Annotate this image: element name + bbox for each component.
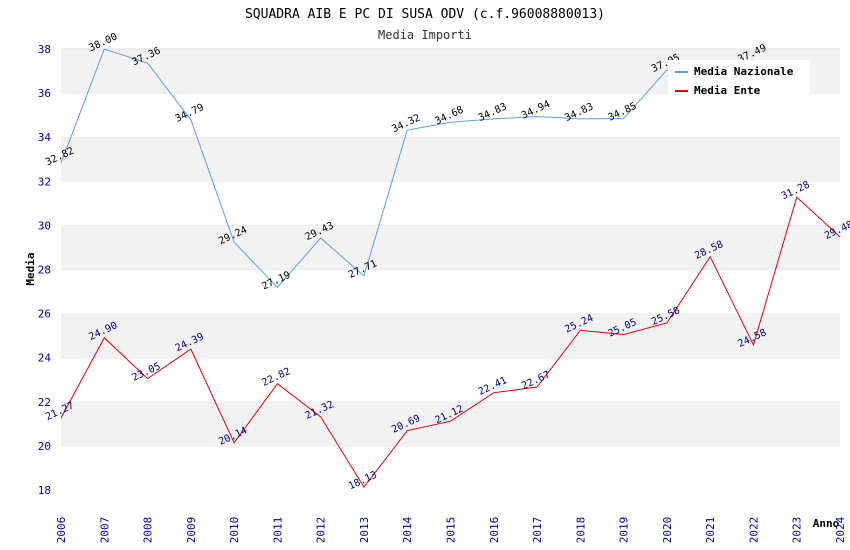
chart-subtitle: Media Importi <box>378 28 472 42</box>
x-tick-label: 2017 <box>531 517 544 544</box>
y-tick-label: 26 <box>38 308 51 321</box>
y-tick-label: 28 <box>38 264 51 277</box>
grid-band <box>61 181 840 226</box>
grid-band <box>61 225 840 270</box>
x-axis-ticks: 2006 2007 2008 2009 2010 2011 2012 2013 2014 2015… <box>55 516 847 543</box>
grid-band <box>61 93 840 138</box>
y-tick-label: 34 <box>38 131 52 144</box>
y-tick-label: 32 <box>38 175 51 188</box>
x-tick-label: 2015 <box>445 517 458 544</box>
y-tick-label: 38 <box>38 43 51 56</box>
grid-band <box>61 269 840 314</box>
x-tick-label: 2024 <box>834 516 847 543</box>
x-tick-label: 2019 <box>618 517 631 544</box>
y-tick-label: 36 <box>38 87 51 100</box>
legend-label-nazionale: Media Nazionale <box>694 65 794 78</box>
legend: Media Nazionale Media Ente <box>668 60 810 97</box>
grid-band <box>61 445 840 490</box>
x-axis-label: Anno <box>813 517 840 530</box>
x-tick-label: 2014 <box>401 516 414 543</box>
x-tick-label: 2010 <box>228 517 241 544</box>
x-tick-label: 2008 <box>142 517 155 544</box>
y-tick-label: 22 <box>38 396 51 409</box>
x-tick-label: 2007 <box>98 517 111 544</box>
chart-title: SQUADRA AIB E PC DI SUSA ODV (c.f.960088… <box>245 7 605 22</box>
x-tick-label: 2022 <box>747 517 760 544</box>
x-tick-label: 2006 <box>55 517 68 544</box>
x-tick-label: 2020 <box>661 517 674 544</box>
legend-label-ente: Media Ente <box>694 84 761 97</box>
x-tick-label: 2021 <box>704 517 717 544</box>
grid-band <box>61 401 840 446</box>
y-axis-ticks: 18 20 22 24 26 28 30 32 34 36 38 <box>38 43 52 497</box>
y-tick-label: 24 <box>38 352 52 365</box>
y-tick-label: 20 <box>38 440 51 453</box>
grid-band <box>61 357 840 402</box>
x-tick-label: 2016 <box>488 517 501 544</box>
y-tick-label: 18 <box>38 484 51 497</box>
y-tick-label: 30 <box>38 219 51 232</box>
x-tick-label: 2023 <box>791 517 804 544</box>
x-tick-label: 2009 <box>185 517 198 544</box>
series-line <box>60 48 754 289</box>
x-tick-label: 2012 <box>315 517 328 544</box>
x-tick-label: 2013 <box>358 517 371 544</box>
x-tick-label: 2011 <box>271 517 284 544</box>
grid-band <box>61 137 840 182</box>
series-line <box>60 196 841 489</box>
series-lines <box>60 48 841 489</box>
y-axis-label: Media <box>24 252 37 285</box>
x-tick-label: 2018 <box>574 517 587 544</box>
grid-band <box>61 313 840 358</box>
legend-box <box>668 60 810 96</box>
